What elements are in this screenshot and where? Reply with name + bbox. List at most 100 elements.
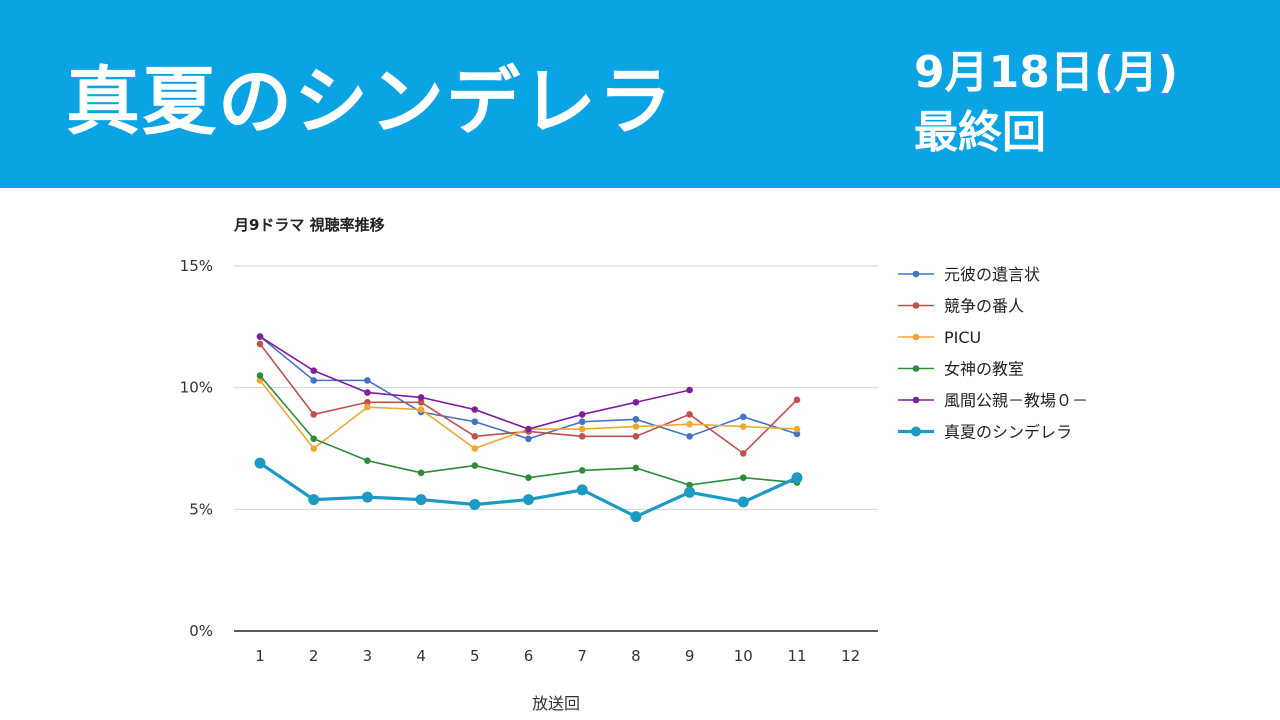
data-point <box>740 413 747 421</box>
y-tick-label: 10% <box>180 379 213 397</box>
data-point <box>310 435 318 443</box>
legend-label: 風間公親－教場０－ <box>944 391 1088 410</box>
data-point <box>361 491 373 503</box>
data-point <box>364 398 371 406</box>
data-point <box>256 377 264 384</box>
y-tick-label: 5% <box>189 500 213 518</box>
series-風間公親－教場０－ <box>256 333 693 433</box>
data-point <box>578 467 586 474</box>
legend-item: 元彼の遺言状 <box>898 265 1040 284</box>
data-point <box>417 398 425 406</box>
data-point <box>310 367 318 374</box>
data-point <box>632 398 640 406</box>
data-point <box>686 411 693 418</box>
data-point <box>308 494 320 506</box>
data-point <box>578 411 586 418</box>
data-point <box>740 423 747 430</box>
data-point <box>417 469 425 477</box>
legend-label: 元彼の遺言状 <box>944 265 1040 284</box>
legend-swatch-marker <box>912 302 920 309</box>
data-point <box>364 457 371 464</box>
data-point <box>417 406 425 413</box>
x-tick-label: 7 <box>577 647 587 665</box>
data-point <box>471 406 479 413</box>
data-point <box>686 386 693 394</box>
data-point <box>740 450 747 457</box>
legend-swatch-marker <box>912 365 920 372</box>
data-point <box>417 394 425 401</box>
ratings-line-chart: 月9ドラマ 視聴率推移 0%5%10%15% 1 2 3 4 5 6 7 8 9 10 11 12 元… <box>180 216 1088 713</box>
data-point <box>576 484 588 496</box>
data-point <box>578 425 586 433</box>
gridlines <box>234 265 878 632</box>
data-point <box>415 494 427 506</box>
data-point <box>684 486 696 498</box>
data-point <box>364 403 371 411</box>
data-point <box>525 425 532 433</box>
data-point <box>740 474 747 482</box>
data-point <box>793 396 801 404</box>
data-point <box>310 445 318 452</box>
data-point <box>310 411 318 418</box>
data-point <box>471 433 479 440</box>
data-point <box>310 377 318 384</box>
legend-item: PICU <box>898 328 981 347</box>
data-point <box>471 445 479 452</box>
legend-swatch-marker <box>912 270 920 278</box>
legend-label: 真夏のシンデレラ <box>944 423 1072 442</box>
data-point <box>256 372 264 379</box>
y-axis-ticks: 0% 5% 10% 15% <box>180 257 213 640</box>
x-tick-label: 2 <box>309 647 319 665</box>
x-tick-label: 8 <box>631 647 641 665</box>
data-point <box>525 435 532 443</box>
series-lines <box>254 333 803 523</box>
x-tick-label: 4 <box>416 647 426 665</box>
y-tick-label: 15% <box>180 257 213 275</box>
data-point <box>632 423 640 430</box>
data-point <box>525 474 532 482</box>
series-line <box>259 335 690 430</box>
series-真夏のシンデレラ <box>254 457 803 523</box>
x-tick-label: 10 <box>734 647 753 665</box>
legend-swatch-marker <box>912 396 920 404</box>
data-point <box>254 457 266 469</box>
x-tick-label: 9 <box>685 647 695 665</box>
data-point <box>469 498 481 510</box>
data-point <box>578 433 586 440</box>
data-point <box>364 377 371 384</box>
legend-label: 女神の教室 <box>944 360 1024 379</box>
series-女神の教室 <box>256 372 801 489</box>
broadcast-date: 9月18日(月) <box>914 47 1179 98</box>
data-point <box>686 481 693 489</box>
legend-item: 競争の番人 <box>898 297 1024 316</box>
data-point <box>256 340 264 348</box>
x-axis-ticks: 1 2 3 4 5 6 7 8 9 10 11 12 <box>255 647 860 665</box>
data-point <box>791 472 803 484</box>
x-tick-label: 1 <box>255 647 265 665</box>
x-tick-label: 12 <box>841 647 860 665</box>
data-point <box>523 494 534 506</box>
x-tick-label: 6 <box>524 647 534 665</box>
chart-title: 月9ドラマ 視聴率推移 <box>233 216 385 234</box>
data-point <box>632 416 640 423</box>
y-tick-label: 0% <box>189 622 213 640</box>
legend-label: PICU <box>944 328 981 347</box>
legend-swatch-marker <box>911 426 921 437</box>
x-tick-label: 3 <box>363 647 373 665</box>
data-point <box>256 333 264 340</box>
x-tick-label: 11 <box>787 647 806 665</box>
x-axis-label: 放送回 <box>532 694 580 713</box>
data-point <box>793 425 801 433</box>
series-line <box>259 461 798 519</box>
data-point <box>471 418 479 426</box>
x-tick-label: 5 <box>470 647 480 665</box>
data-point <box>578 418 586 426</box>
data-point <box>686 433 693 440</box>
legend-label: 競争の番人 <box>944 297 1024 316</box>
data-point <box>632 433 640 440</box>
data-point <box>737 496 749 508</box>
legend-item: 女神の教室 <box>898 360 1024 379</box>
data-point <box>632 464 640 472</box>
data-point <box>630 511 642 523</box>
